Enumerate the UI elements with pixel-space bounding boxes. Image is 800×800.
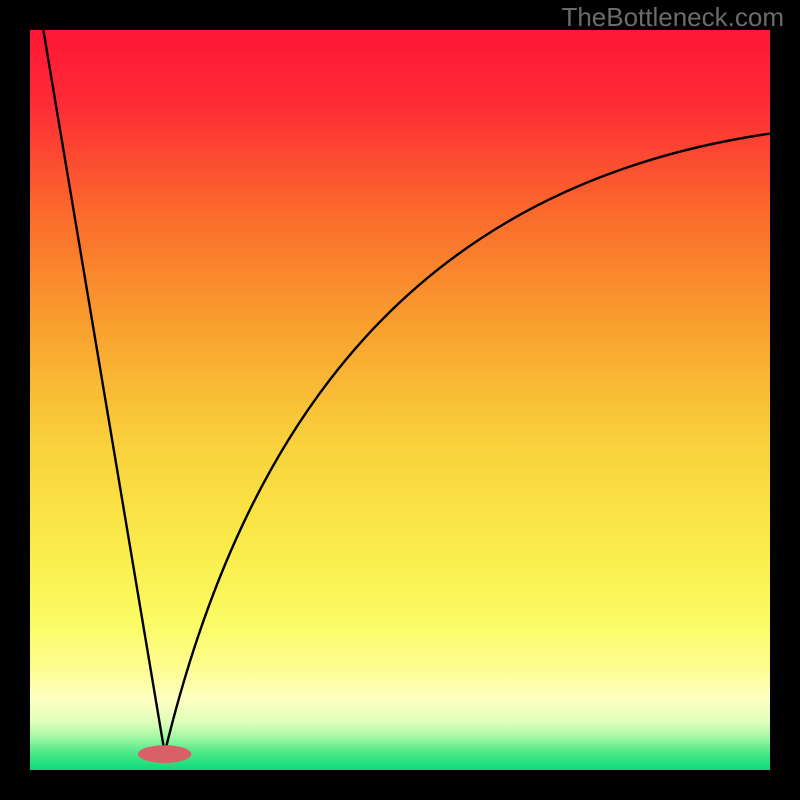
chart-frame: TheBottleneck.com xyxy=(0,0,800,800)
optimal-marker xyxy=(138,745,191,763)
watermark-text: TheBottleneck.com xyxy=(561,2,784,33)
gradient-background xyxy=(30,30,770,770)
chart-svg xyxy=(0,0,800,800)
